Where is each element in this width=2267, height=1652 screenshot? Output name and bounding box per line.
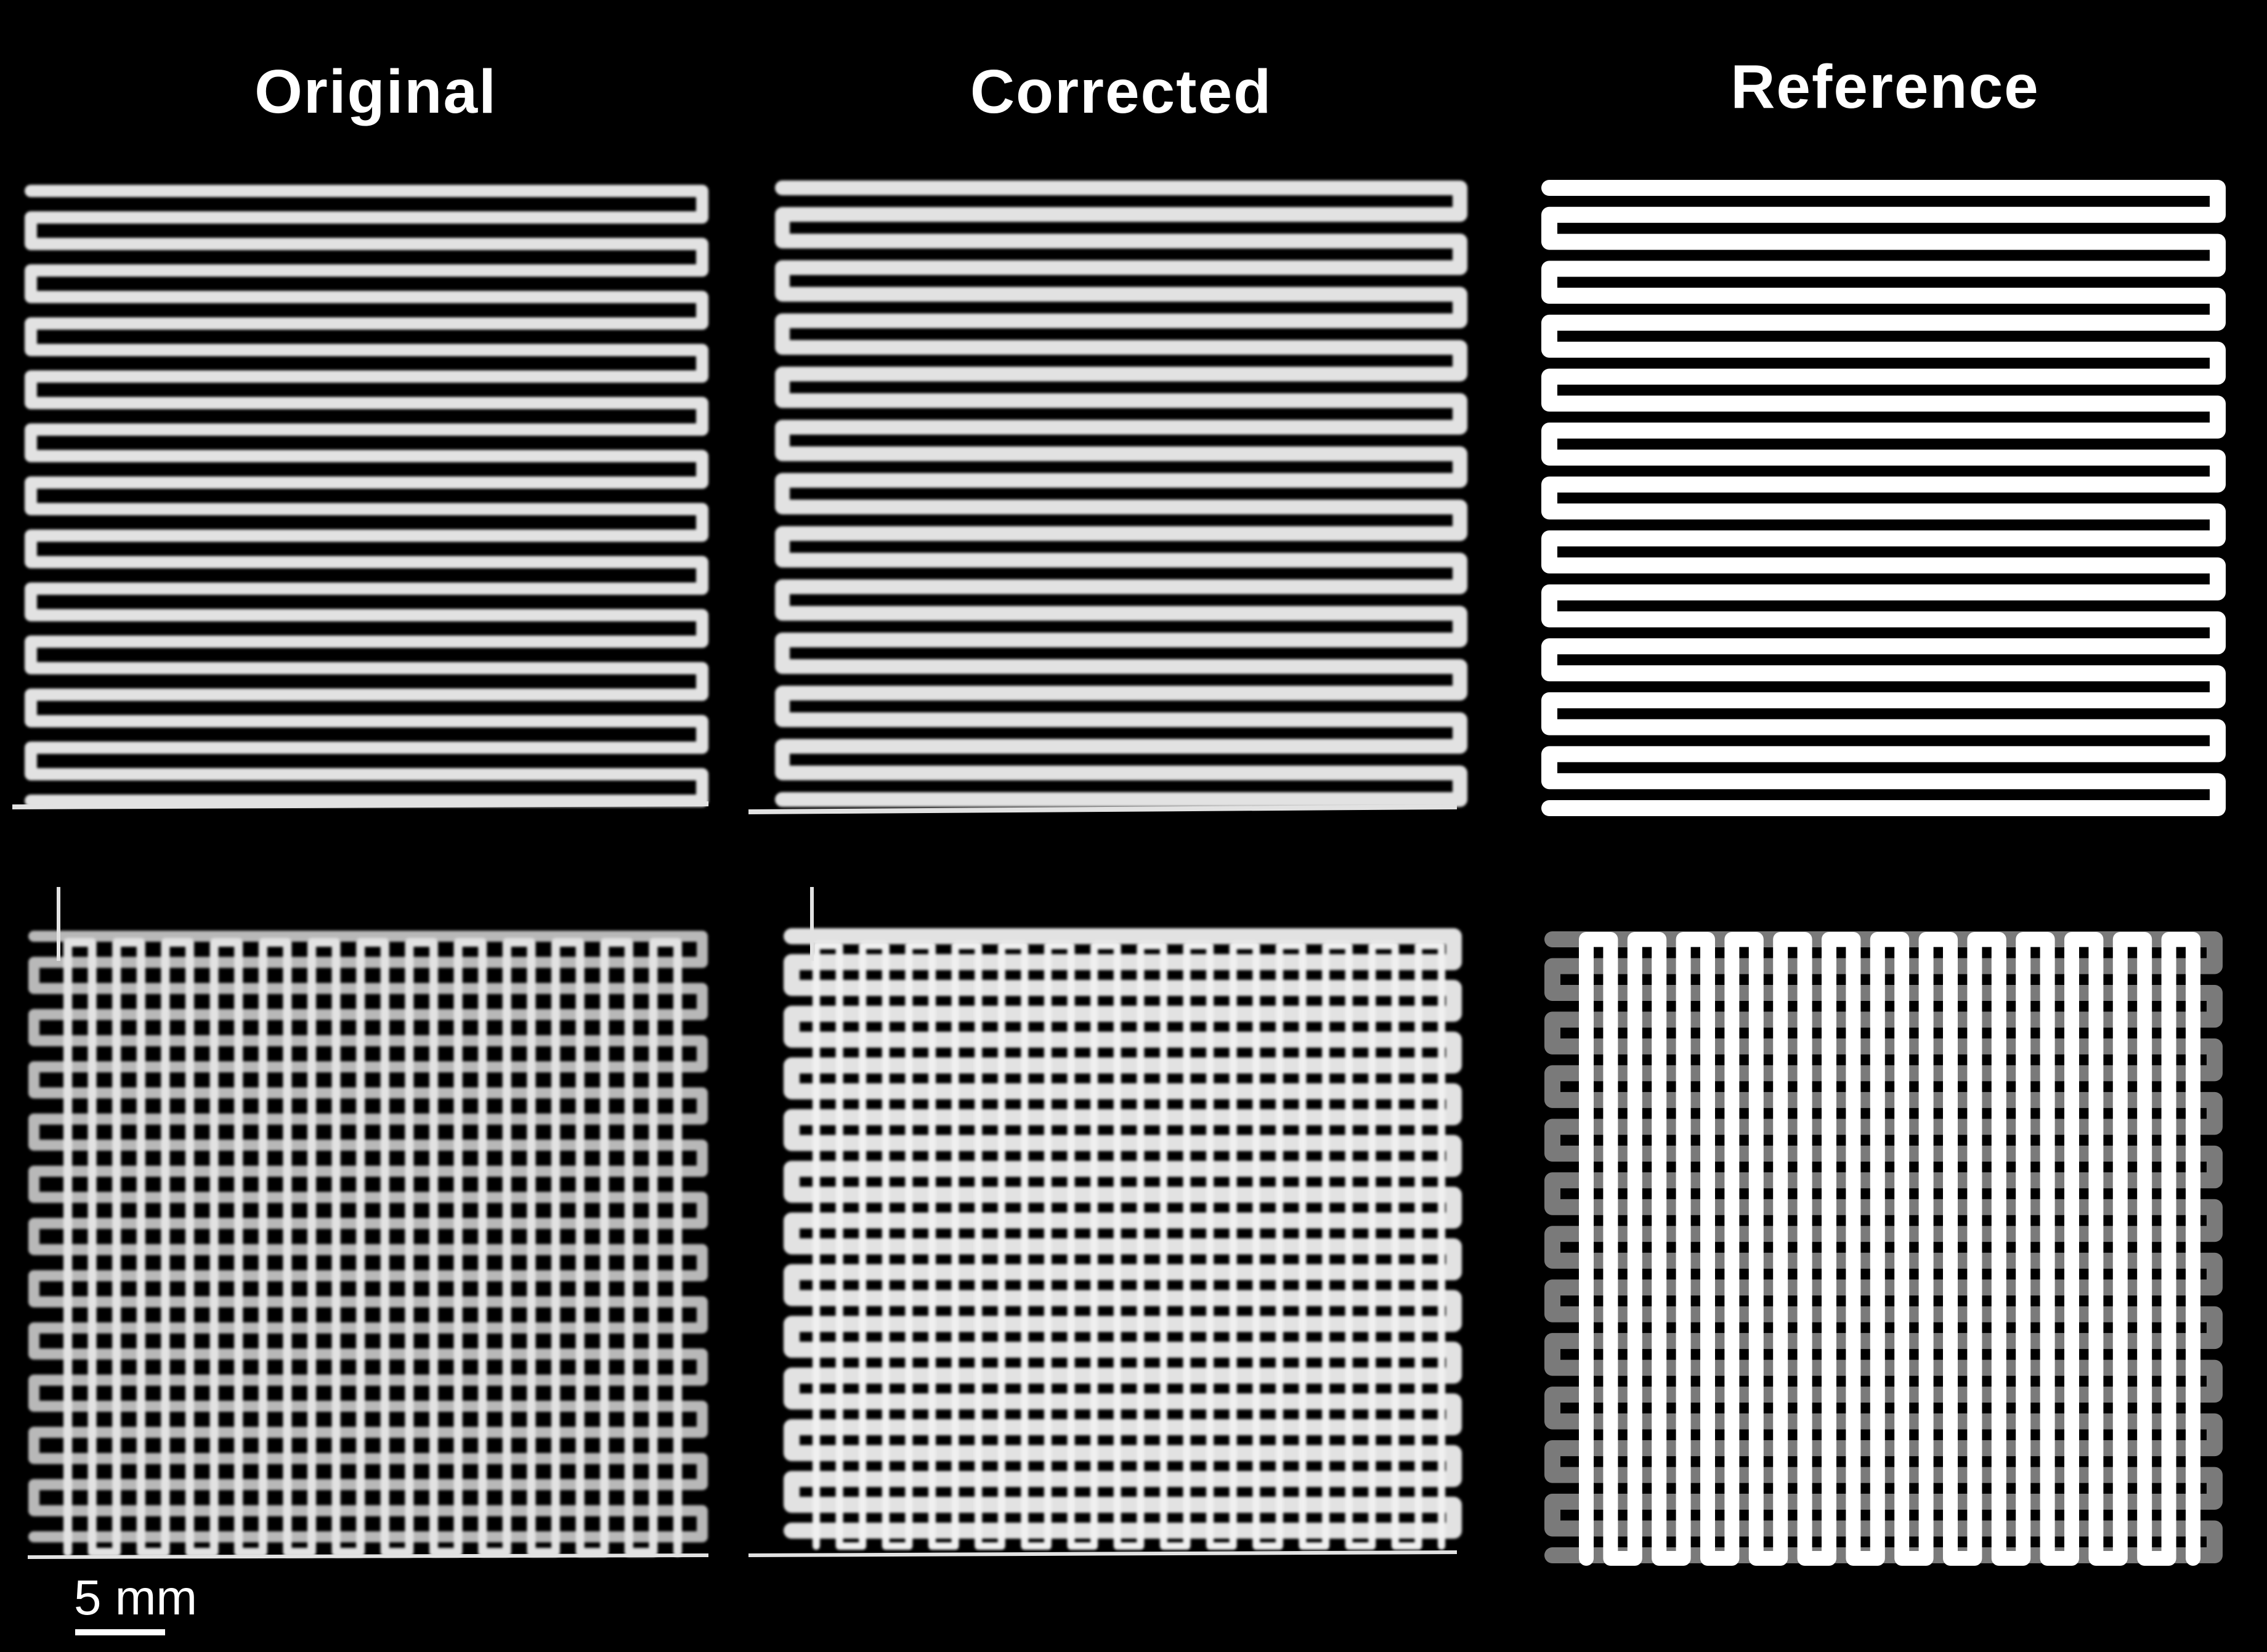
corrected-bottom-lead [748,1550,1458,1557]
column-header-original: Original [254,57,497,126]
original-layer1-lead [12,801,709,809]
reference-layer2-toolpath [1579,932,2200,1566]
corrected-layer2-print [813,942,1445,1550]
scale-bar-label: 5 mm [74,1570,197,1625]
original-layer2-print [63,938,682,1557]
reference-layer1-toolpath [1544,931,2223,1563]
corrected-layer1-underlay [784,928,1462,1539]
scale-bar [75,1629,165,1635]
original-bottom-lead [27,1553,709,1559]
original-layer1-print [25,185,708,807]
corrected-layer1-print [775,180,1467,807]
column-header-corrected: Corrected [970,57,1273,126]
column-header-reference: Reference [1730,52,2040,121]
corrected-layer1-lead [748,804,1458,814]
reference-layer1-toolpath [1541,180,2226,816]
original-layer1-underlay [28,931,708,1542]
